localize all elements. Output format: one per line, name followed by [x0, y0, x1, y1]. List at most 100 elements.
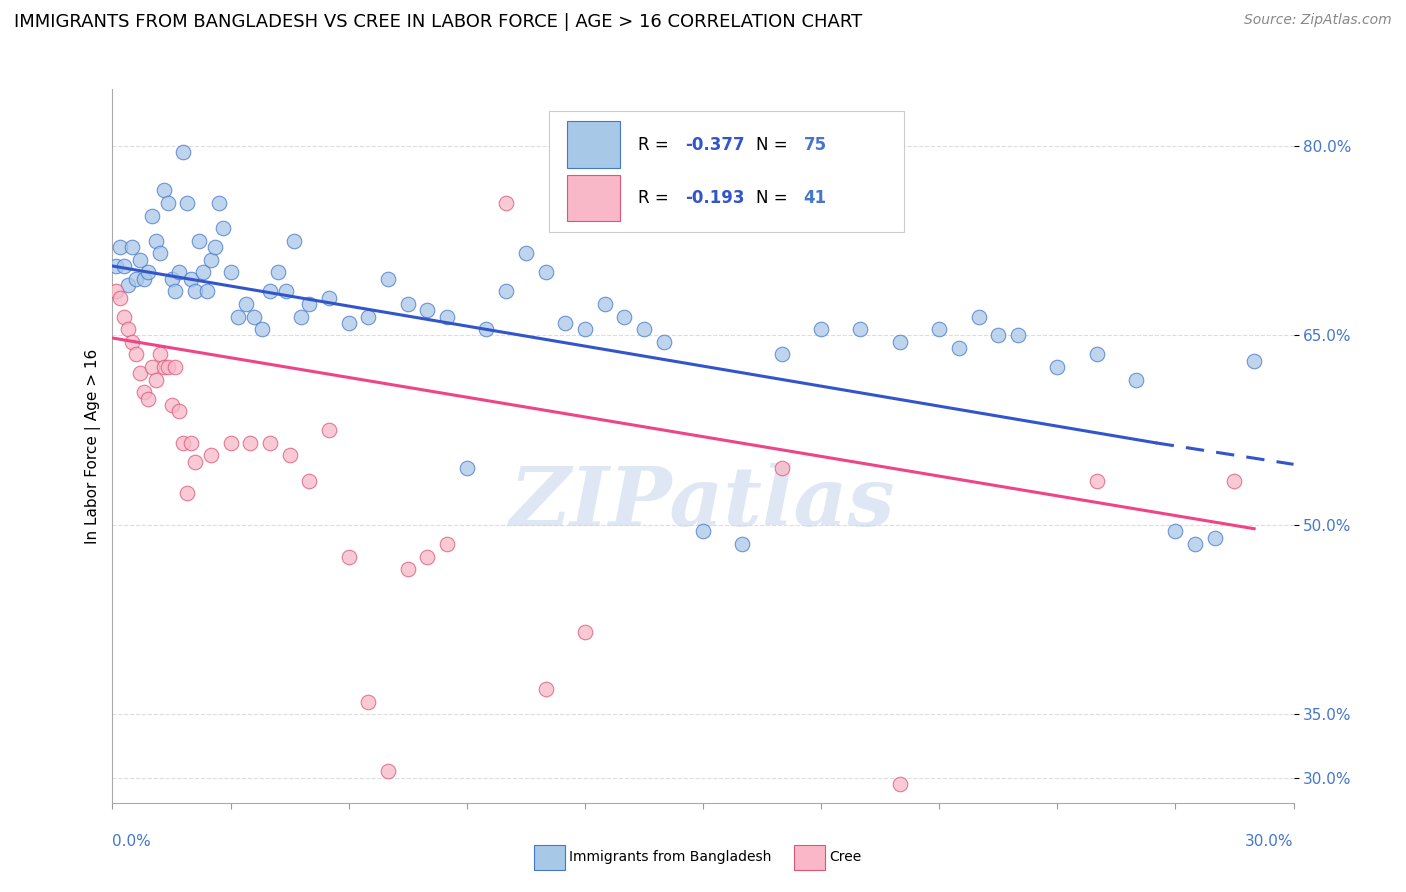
Point — [112, 259, 135, 273]
Point — [129, 252, 152, 267]
Point — [1046, 360, 1069, 375]
Point — [278, 449, 301, 463]
Point — [239, 435, 262, 450]
Point — [377, 271, 399, 285]
Point — [267, 265, 290, 279]
Point — [117, 322, 139, 336]
Point — [184, 285, 207, 299]
Point — [125, 347, 148, 361]
Text: Immigrants from Bangladesh: Immigrants from Bangladesh — [569, 850, 772, 864]
Point — [172, 145, 194, 160]
Text: IMMIGRANTS FROM BANGLADESH VS CREE IN LABOR FORCE | AGE > 16 CORRELATION CHART: IMMIGRANTS FROM BANGLADESH VS CREE IN LA… — [14, 13, 862, 31]
Point — [169, 404, 191, 418]
Point — [259, 285, 281, 299]
Point — [204, 240, 226, 254]
Point — [259, 435, 281, 450]
Point — [515, 246, 537, 260]
Point — [770, 461, 793, 475]
Point — [290, 310, 312, 324]
Point — [692, 524, 714, 539]
Point — [274, 285, 297, 299]
Point — [298, 297, 321, 311]
Point — [298, 474, 321, 488]
Text: 0.0%: 0.0% — [112, 834, 152, 849]
Point — [495, 285, 517, 299]
Point — [475, 322, 498, 336]
Point — [145, 373, 167, 387]
Point — [1164, 524, 1187, 539]
Point — [141, 360, 163, 375]
Point — [534, 682, 557, 697]
Text: N =: N = — [756, 189, 793, 207]
Point — [318, 423, 340, 437]
Point — [132, 271, 155, 285]
Point — [180, 271, 202, 285]
Point — [105, 259, 128, 273]
Point — [928, 322, 950, 336]
Point — [145, 234, 167, 248]
Point — [117, 277, 139, 292]
Y-axis label: In Labor Force | Age > 16: In Labor Force | Age > 16 — [86, 349, 101, 543]
Point — [110, 240, 132, 254]
Point — [132, 385, 155, 400]
Point — [1184, 537, 1206, 551]
Point — [112, 310, 135, 324]
Point — [436, 537, 458, 551]
Point — [156, 195, 179, 210]
Point — [176, 486, 198, 500]
Point — [149, 246, 172, 260]
Point — [948, 341, 970, 355]
Point — [889, 777, 911, 791]
Point — [889, 334, 911, 349]
Point — [149, 347, 172, 361]
Point — [121, 334, 143, 349]
Point — [165, 360, 187, 375]
Point — [228, 310, 250, 324]
Point — [731, 537, 754, 551]
Point — [188, 234, 211, 248]
Point — [141, 209, 163, 223]
Point — [456, 461, 478, 475]
Text: -0.193: -0.193 — [685, 189, 745, 207]
Point — [110, 291, 132, 305]
Point — [165, 285, 187, 299]
Text: 30.0%: 30.0% — [1246, 834, 1294, 849]
Text: R =: R = — [638, 189, 673, 207]
Point — [495, 195, 517, 210]
Point — [235, 297, 257, 311]
Point — [652, 334, 675, 349]
Point — [172, 435, 194, 450]
Point — [574, 322, 596, 336]
Point — [987, 328, 1010, 343]
FancyBboxPatch shape — [550, 111, 904, 232]
Point — [160, 271, 183, 285]
Text: 41: 41 — [803, 189, 827, 207]
Point — [243, 310, 266, 324]
Text: -0.377: -0.377 — [685, 136, 745, 153]
Point — [1243, 353, 1265, 368]
Point — [436, 310, 458, 324]
Point — [593, 297, 616, 311]
Point — [1125, 373, 1147, 387]
Point — [156, 360, 179, 375]
Point — [219, 265, 242, 279]
Point — [770, 347, 793, 361]
Point — [377, 764, 399, 779]
Point — [318, 291, 340, 305]
Point — [136, 392, 159, 406]
Point — [125, 271, 148, 285]
Text: ZIPatlas: ZIPatlas — [510, 463, 896, 543]
Point — [416, 303, 439, 318]
Point — [613, 310, 636, 324]
Point — [136, 265, 159, 279]
Point — [337, 549, 360, 564]
Point — [152, 360, 174, 375]
Text: R =: R = — [638, 136, 673, 153]
Point — [1085, 347, 1108, 361]
Text: Source: ZipAtlas.com: Source: ZipAtlas.com — [1244, 13, 1392, 28]
Point — [219, 435, 242, 450]
Point — [1223, 474, 1246, 488]
Point — [180, 435, 202, 450]
Point — [810, 322, 832, 336]
Point — [396, 297, 419, 311]
